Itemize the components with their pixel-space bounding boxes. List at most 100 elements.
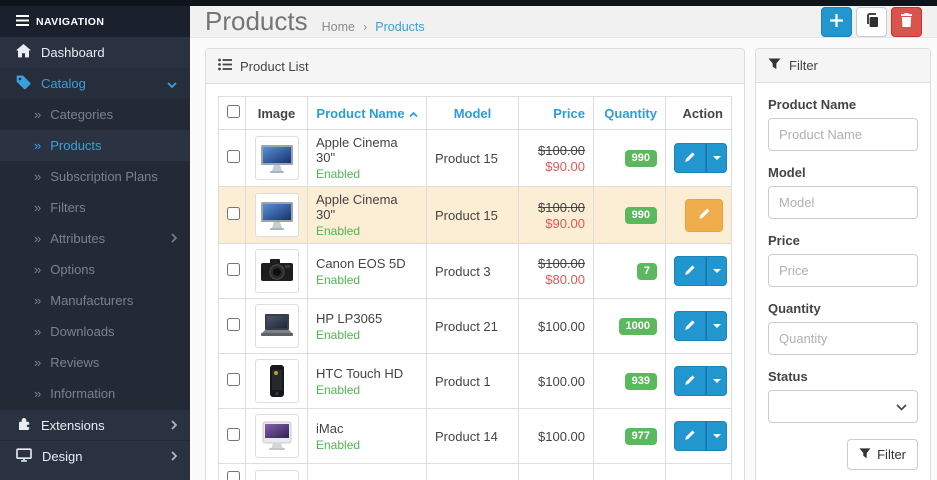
table-row-partial [218,463,732,480]
product-name: iMac [316,420,344,436]
table-row-selected: Apple Cinema 30" Enabled Product 15 $100… [218,186,732,244]
breadcrumb-home-link[interactable]: Home [321,19,355,34]
product-name: Canon EOS 5D [316,255,406,271]
column-header-model[interactable]: Model [426,96,519,130]
sidebar-subitem-reviews[interactable]: » Reviews [34,355,100,370]
edit-dropdown-toggle[interactable] [706,311,727,341]
edit-dropdown-toggle[interactable] [706,256,727,286]
chevron-up-icon [408,105,418,120]
htc-touch-hd-phone-image [254,359,299,403]
double-angle-icon: » [34,324,42,339]
filter-panel: Filter Product Name Model Price Quantity… [755,48,931,480]
sidebar-navigation-label: NAVIGATION [36,15,105,28]
filter-status-select[interactable] [768,390,918,423]
sidebar-item-dashboard[interactable]: Dashboard [0,37,190,68]
filter-panel-heading: Filter [756,49,930,83]
trash-icon [900,13,913,30]
table-row: Canon EOS 5D Enabled Product 3 $100.00 $… [218,243,732,299]
edit-button[interactable] [674,421,706,451]
catalog-submenu: » Categories » Products » Subscription P… [0,99,190,409]
quantity-badge: 939 [624,373,657,390]
sidebar-subitem-information[interactable]: » Information [34,386,116,401]
quantity-badge: 990 [624,150,657,167]
product-status: Enabled [316,272,361,287]
row-checkbox[interactable] [227,428,240,441]
edit-dropdown-toggle[interactable] [706,366,727,396]
edit-button[interactable] [674,366,706,396]
sidebar-subitem-subscription-plans[interactable]: » Subscription Plans [34,169,158,184]
product-status: Enabled [316,327,361,342]
edit-button-warning[interactable] [685,198,723,232]
row-checkbox[interactable] [227,318,240,331]
product-status: Enabled [316,224,361,238]
edit-dropdown-toggle[interactable] [706,421,727,451]
row-checkbox[interactable] [227,373,240,386]
edit-button[interactable] [674,311,706,341]
sidebar-item-catalog[interactable]: Catalog [0,68,190,99]
product-price-new: $90.00 [545,158,585,174]
sidebar-item-design[interactable]: Design [0,440,190,471]
sidebar-subitem-manufacturers[interactable]: » Manufacturers [34,293,134,308]
select-all-checkbox[interactable] [227,105,240,118]
product-name: Apple Cinema 30" [316,135,398,165]
filter-price-input[interactable] [768,254,918,287]
sidebar-navigation-header: NAVIGATION [0,6,190,37]
table-header-row: Image Product Name Model Price Quantity … [218,96,732,130]
column-header-product-name[interactable]: Product Name [307,96,427,130]
sidebar: NAVIGATION Dashboard Catalog » Categorie… [0,6,190,480]
product-price-old: $100.00 [538,199,585,215]
product-table: Image Product Name Model Price Quantity … [218,96,732,480]
product-model: Product 15 [426,129,519,187]
sidebar-item-label: Design [42,448,83,464]
filter-product-name-input[interactable] [768,118,918,151]
double-angle-icon: » [34,231,42,246]
chevron-down-icon [896,398,907,416]
page-header: Products Home › Products [190,6,937,38]
add-product-button[interactable] [821,6,852,37]
product-model: Product 15 [426,186,519,244]
quantity-badge: 1000 [618,318,657,335]
hamburger-icon [16,14,29,29]
sidebar-item-label: Catalog [41,76,86,91]
product-model: Product 3 [426,243,519,299]
row-checkbox[interactable] [227,470,240,480]
edit-button[interactable] [674,143,706,173]
edit-button[interactable] [674,256,706,286]
tag-icon [16,75,31,93]
sidebar-subitem-categories[interactable]: » Categories [34,107,114,122]
breadcrumb-separator: › [362,19,368,34]
filter-submit-button[interactable]: Filter [847,439,918,470]
sidebar-subitem-attributes[interactable]: » Attributes [0,223,190,254]
double-angle-icon: » [34,200,42,215]
delete-product-button[interactable] [891,6,922,37]
product-price: $100.00 [538,373,585,389]
product-name: HTC Touch HD [316,365,404,381]
column-header-price[interactable]: Price [518,96,594,130]
column-header-quantity[interactable]: Quantity [593,96,666,130]
row-checkbox[interactable] [227,150,240,163]
top-bar [0,0,937,6]
filter-quantity-input[interactable] [768,322,918,355]
row-checkbox[interactable] [227,263,240,276]
filter-status-label: Status [768,369,808,384]
filter-model-input[interactable] [768,186,918,219]
sidebar-subitem-downloads[interactable]: » Downloads [34,324,115,339]
canon-eos-5d-camera-image [254,249,299,293]
product-name: HP LP3065 [316,310,383,326]
caret-down-icon [712,156,721,160]
sidebar-item-extensions[interactable]: Extensions [0,409,190,440]
table-row: iMac Enabled Product 14 $100.00 977 [218,408,732,464]
row-checkbox[interactable] [227,207,240,220]
copy-product-button[interactable] [856,6,887,37]
pencil-icon [683,373,697,390]
hp-lp3065-laptop-image [254,304,299,348]
breadcrumb-current[interactable]: Products [375,19,425,34]
sidebar-subitem-options[interactable]: » Options [34,262,96,277]
sidebar-subitem-filters[interactable]: » Filters [34,200,86,215]
edit-dropdown-toggle[interactable] [706,143,727,173]
product-list-panel-heading: Product List [206,49,744,84]
table-row: HTC Touch HD Enabled Product 1 $100.00 9… [218,353,732,409]
double-angle-icon: » [34,262,42,277]
sidebar-subitem-products[interactable]: » Products [0,130,190,161]
product-status: Enabled [316,437,361,452]
